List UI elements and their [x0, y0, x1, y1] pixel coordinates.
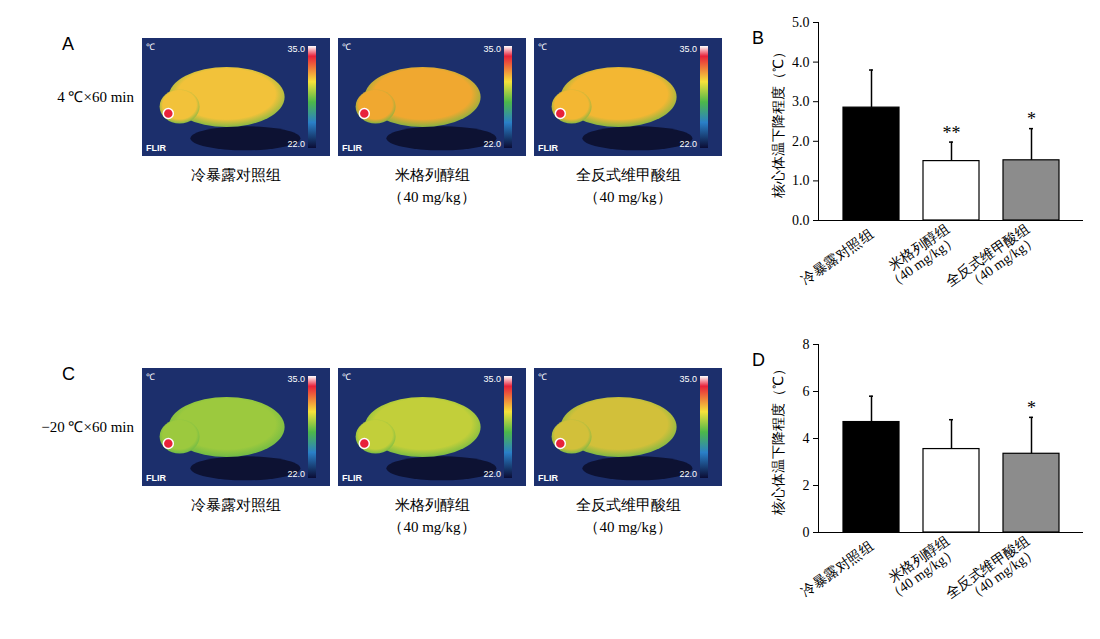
svg-text:22.0: 22.0 [679, 469, 697, 479]
svg-text:2: 2 [803, 478, 810, 493]
html-text:米格列醇组: 米格列醇组 [885, 220, 952, 274]
svg-text:℃: ℃ [146, 42, 155, 52]
html-text:A: A [62, 34, 74, 54]
svg-text:35.0: 35.0 [483, 44, 501, 54]
html-text:米格列醇组 （40 mg/kg）: 米格列醇组 （40 mg/kg） [388, 167, 476, 205]
html-text:D: D [752, 350, 765, 370]
svg-text:22.0: 22.0 [287, 469, 305, 479]
svg-text:1.0: 1.0 [792, 173, 810, 188]
html-text:全反式维甲酸组 （40 mg/kg）: 全反式维甲酸组 （40 mg/kg） [575, 167, 681, 205]
html-text:冷暴露对照组: 冷暴露对照组 [191, 497, 281, 513]
svg-text:8: 8 [803, 337, 810, 352]
svg-text:22.0: 22.0 [483, 469, 501, 479]
svg-text:全反式维甲酸组（40 mg/kg）: 全反式维甲酸组（40 mg/kg） [943, 221, 1040, 301]
svg-text:2.0: 2.0 [792, 134, 810, 149]
svg-text:FLIR: FLIR [342, 143, 362, 153]
html-text:（40 mg/kg）: （40 mg/kg） [884, 232, 960, 292]
svg-text:**: ** [943, 123, 961, 143]
svg-text:FLIR: FLIR [146, 143, 166, 153]
svg-text:35.0: 35.0 [679, 374, 697, 384]
svg-text:℃: ℃ [146, 372, 155, 382]
html-text:全反式维甲酸组 （40 mg/kg）: 全反式维甲酸组 （40 mg/kg） [575, 497, 681, 535]
svg-text:35.0: 35.0 [287, 44, 305, 54]
svg-text:核心体温下降程度（℃）: 核心体温下降程度（℃） [771, 362, 786, 516]
svg-text:*: * [1027, 398, 1036, 418]
svg-text:FLIR: FLIR [538, 143, 558, 153]
svg-text:℃: ℃ [342, 42, 351, 52]
html-text:4 ℃×60 min: 4 ℃×60 min [57, 89, 134, 105]
svg-text:5.0: 5.0 [792, 15, 810, 30]
svg-text:冷暴露对照组: 冷暴露对照组 [798, 227, 875, 287]
html-text:−20 ℃×60 min: −20 ℃×60 min [41, 419, 134, 435]
svg-text:*: * [1027, 109, 1036, 129]
svg-text:冷暴露对照组: 冷暴露对照组 [798, 539, 875, 599]
html-text:冷暴露对照组: 冷暴露对照组 [191, 167, 281, 183]
svg-text:4: 4 [803, 431, 810, 446]
svg-text:35.0: 35.0 [287, 374, 305, 384]
svg-text:35.0: 35.0 [483, 374, 501, 384]
html-text:C: C [62, 364, 75, 384]
svg-text:0: 0 [803, 525, 810, 540]
html-text:米格列醇组 （40 mg/kg）: 米格列醇组 （40 mg/kg） [388, 497, 476, 535]
svg-text:22.0: 22.0 [483, 139, 501, 149]
svg-text:℃: ℃ [538, 42, 547, 52]
svg-text:6: 6 [803, 384, 810, 399]
html-text:B: B [752, 28, 764, 48]
svg-text:3.0: 3.0 [792, 94, 810, 109]
svg-text:℃: ℃ [342, 372, 351, 382]
svg-text:全反式维甲酸组（40 mg/kg）: 全反式维甲酸组（40 mg/kg） [943, 533, 1040, 613]
svg-text:FLIR: FLIR [538, 473, 558, 483]
svg-text:0.0: 0.0 [792, 213, 810, 228]
svg-text:FLIR: FLIR [146, 473, 166, 483]
svg-text:℃: ℃ [538, 372, 547, 382]
svg-text:核心体温下降程度（℃）: 核心体温下降程度（℃） [771, 45, 786, 199]
svg-text:22.0: 22.0 [287, 139, 305, 149]
svg-text:4.0: 4.0 [792, 55, 810, 70]
svg-text:22.0: 22.0 [679, 139, 697, 149]
html-text:米格列醇组: 米格列醇组 [885, 532, 952, 586]
svg-text:35.0: 35.0 [679, 44, 697, 54]
html-text:（40 mg/kg）: （40 mg/kg） [884, 544, 960, 604]
svg-text:FLIR: FLIR [342, 473, 362, 483]
